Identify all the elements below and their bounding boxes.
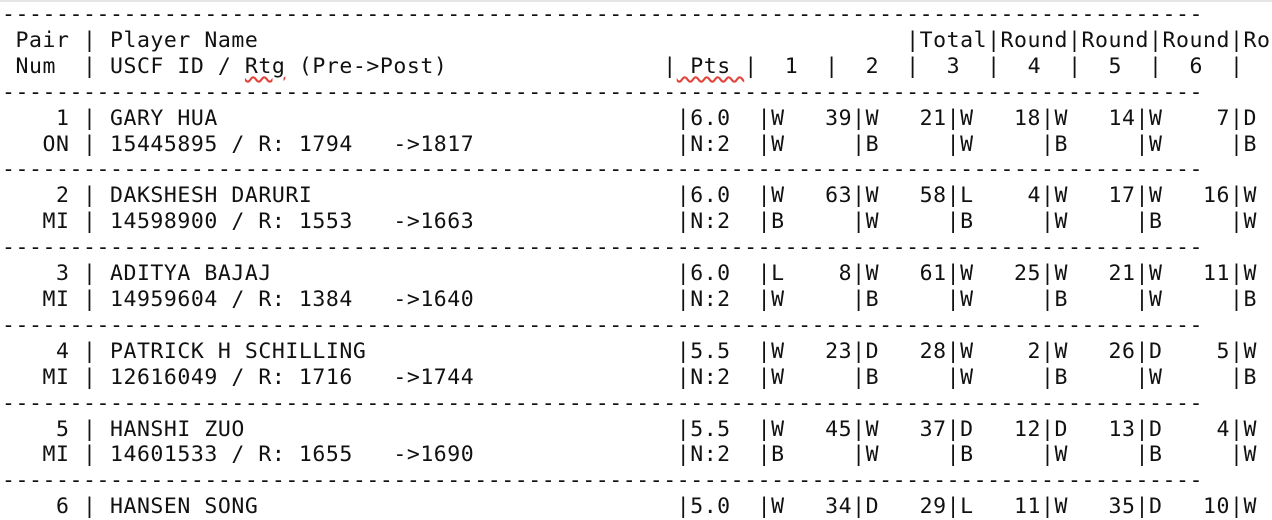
separator-rule: ----------------------------------------…: [2, 235, 1203, 261]
separator-rule: ----------------------------------------…: [2, 312, 1203, 338]
spellcheck-word: Pts: [676, 53, 745, 79]
player-row-6-line-1: 6 | HANSEN SONG |5.0 |W 34|D 29|L 11|W 3…: [55, 494, 1257, 520]
player-row-1-line-1: 1 | GARY HUA |6.0 |W 39|W 21|W 18|W 14|W…: [55, 105, 1257, 131]
spellcheck-word: Rtg: [244, 53, 286, 79]
player-row-2-line-1: 2 | DAKSHESH DARURI |6.0 |W 63|W 58|L 4|…: [55, 183, 1257, 209]
player-row-5-line-2: MI | 14601533 / R: 1655 ->1690 |N:2 |B |…: [42, 442, 1257, 468]
separator-rule: ----------------------------------------…: [2, 157, 1203, 183]
window-top-edge: [0, 0, 1272, 2]
player-row-5-line-1: 5 | HANSHI ZUO |5.5 |W 45|W 37|D 12|D 13…: [55, 416, 1257, 442]
separator-rule: ----------------------------------------…: [2, 468, 1203, 494]
player-row-2-line-2: MI | 14598900 / R: 1553 ->1663 |N:2 |B |…: [42, 209, 1257, 235]
separator-rule: ----------------------------------------…: [2, 2, 1203, 27]
player-row-3-line-1: 3 | ADITYA BAJAJ |6.0 |L 8|W 61|W 25|W 2…: [55, 261, 1257, 287]
player-row-4-line-2: MI | 12616049 / R: 1716 ->1744 |N:2 |W |…: [42, 364, 1257, 390]
player-row-4-line-1: 4 | PATRICK H SCHILLING |5.5 |W 23|D 28|…: [55, 338, 1257, 364]
separator-rule: ----------------------------------------…: [2, 79, 1203, 105]
player-row-1-line-2: ON | 15445895 / R: 1794 ->1817 |N:2 |W |…: [42, 131, 1257, 157]
header-line-1: Pair | Player Name |Total|Round|Round|Ro…: [15, 27, 1272, 53]
header-line-2: Num | USCF ID / Rtg (Pre->Post) | Pts | …: [2, 53, 1272, 79]
separator-rule: ----------------------------------------…: [2, 390, 1203, 416]
player-row-3-line-2: MI | 14959604 / R: 1384 ->1640 |N:2 |W |…: [42, 286, 1257, 312]
